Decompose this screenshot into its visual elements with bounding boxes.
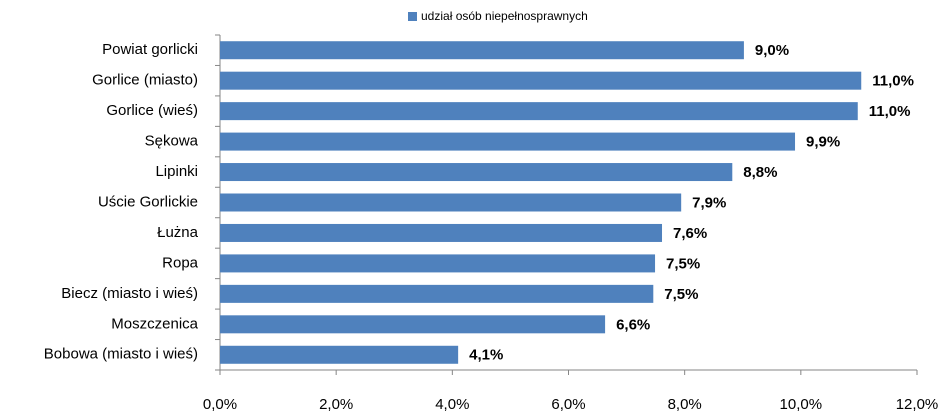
bar — [220, 71, 862, 90]
value-label: 7,6% — [673, 225, 707, 242]
value-label: 6,6% — [616, 316, 650, 333]
x-tick-label: 2,0% — [319, 396, 353, 412]
bar — [220, 345, 459, 364]
bar — [220, 315, 606, 334]
y-tick-label: Gorlice (miasto) — [92, 72, 198, 89]
y-tick-label: Bobowa (miasto i wieś) — [44, 346, 198, 363]
value-label: 9,0% — [755, 42, 789, 59]
value-label: 11,0% — [869, 103, 911, 120]
bar — [220, 163, 733, 182]
x-tick-label: 12,0% — [896, 396, 939, 412]
value-label: 4,1% — [469, 347, 503, 364]
y-tick-label: Ropa — [162, 254, 199, 271]
y-tick-label: Gorlice (wieś) — [106, 102, 198, 119]
x-tick-label: 10,0% — [780, 396, 823, 412]
bar — [220, 193, 682, 212]
value-label: 7,9% — [692, 194, 726, 211]
y-tick-label: Łużna — [157, 224, 199, 241]
bar — [220, 41, 744, 60]
legend-label: udział osób niepełnosprawnych — [421, 9, 588, 23]
y-tick-label: Biecz (miasto i wieś) — [61, 285, 198, 302]
bar — [220, 284, 654, 303]
legend-swatch — [408, 12, 417, 21]
y-tick-label: Moszczenica — [111, 315, 198, 332]
x-tick-label: 8,0% — [668, 396, 702, 412]
value-label: 7,5% — [666, 255, 700, 272]
bar — [220, 223, 663, 242]
value-label: 9,9% — [806, 134, 840, 151]
bar — [220, 254, 656, 273]
bar — [220, 102, 858, 121]
y-tick-label: Lipinki — [155, 163, 198, 180]
x-tick-label: 6,0% — [551, 396, 585, 412]
y-tick-label: Uście Gorlickie — [98, 193, 198, 210]
y-tick-label: Powiat gorlicki — [102, 41, 198, 58]
value-label: 7,5% — [664, 286, 698, 303]
value-label: 8,8% — [743, 164, 777, 181]
y-tick-label: Sękowa — [145, 133, 199, 150]
value-label: 11,0% — [872, 73, 914, 90]
x-tick-label: 0,0% — [203, 396, 237, 412]
bar — [220, 132, 796, 151]
x-tick-label: 4,0% — [435, 396, 469, 412]
